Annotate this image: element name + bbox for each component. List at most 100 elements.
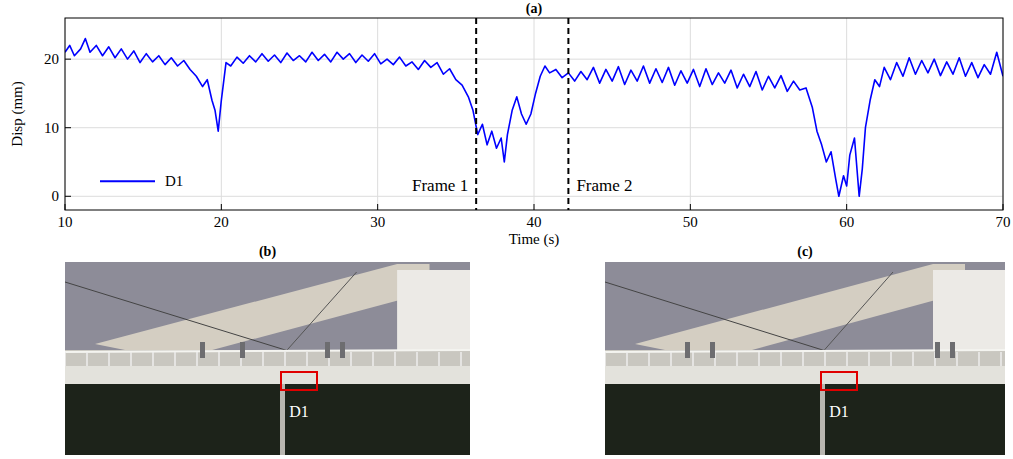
- railing-post: [86, 352, 88, 368]
- deck: [605, 366, 1005, 384]
- tick-label: 20: [214, 214, 229, 230]
- railing-post: [394, 352, 396, 368]
- railing-post: [802, 352, 804, 368]
- person: [950, 342, 955, 358]
- tick: [534, 204, 535, 210]
- frame: [65, 18, 1003, 210]
- roof: [635, 264, 965, 360]
- railing: [605, 350, 1005, 352]
- railing-post: [218, 352, 220, 368]
- railing-band: [65, 350, 470, 368]
- railing-post: [372, 352, 374, 368]
- frame-line: [567, 18, 569, 210]
- railing-band: [605, 350, 1005, 368]
- tick-label: 0: [52, 188, 60, 204]
- title: (a): [526, 1, 543, 17]
- railing-post: [438, 352, 440, 368]
- railing-post: [912, 352, 914, 368]
- roof: [95, 264, 430, 360]
- tick-label: 70: [996, 214, 1011, 230]
- railing-post: [736, 352, 738, 368]
- annotation: Frame 1: [412, 176, 468, 195]
- person: [200, 342, 205, 358]
- tick: [65, 196, 71, 197]
- vegetation: [605, 384, 1005, 455]
- vegetation: [65, 384, 470, 455]
- person: [710, 342, 715, 358]
- railing-post: [108, 352, 110, 368]
- lamp-post: [820, 384, 825, 455]
- grid-line: [65, 196, 1003, 197]
- x-axis-title: Time (s): [509, 231, 560, 248]
- target-box: [281, 372, 317, 390]
- series-group: [65, 39, 1003, 197]
- sky: [605, 262, 1005, 455]
- person: [340, 342, 345, 358]
- data-line: [65, 39, 1003, 197]
- railing-post: [196, 352, 198, 368]
- railing-post: [626, 352, 628, 368]
- railing-post: [262, 352, 264, 368]
- tick: [221, 204, 222, 210]
- person: [685, 342, 690, 358]
- railing-post: [648, 352, 650, 368]
- y-axis-title: Disp (mm): [9, 81, 26, 146]
- cable: [605, 282, 845, 357]
- railing-post: [890, 352, 892, 368]
- plot-bg: [65, 18, 1003, 210]
- tick-label: 50: [683, 214, 698, 230]
- grid-line: [221, 18, 222, 210]
- photo: D1: [65, 262, 470, 455]
- railing-post: [130, 352, 132, 368]
- tick-label: 20: [44, 51, 59, 67]
- tick: [690, 204, 691, 210]
- railing-post: [174, 352, 176, 368]
- deck: [65, 366, 470, 384]
- railing-post: [416, 352, 418, 368]
- railing-post: [1000, 352, 1002, 368]
- railing-post: [152, 352, 154, 368]
- railing-post: [824, 352, 826, 368]
- grid-line: [65, 127, 1003, 128]
- sky: [65, 262, 470, 455]
- panel-label: (c): [797, 244, 813, 260]
- photo: D1: [605, 262, 1005, 455]
- railing-post: [605, 352, 606, 368]
- tick: [377, 204, 378, 210]
- railing-post: [758, 352, 760, 368]
- railing-post: [780, 352, 782, 368]
- legend-line: [100, 180, 155, 182]
- railing-post: [65, 352, 66, 368]
- target-label: D1: [829, 403, 849, 420]
- railing-post: [956, 352, 958, 368]
- grid-line: [690, 18, 691, 210]
- person: [935, 342, 940, 358]
- railing-post: [350, 352, 352, 368]
- railing-post: [284, 352, 286, 368]
- grid-line: [377, 18, 378, 210]
- railing-post: [306, 352, 308, 368]
- railing: [65, 350, 470, 352]
- target-box: [821, 372, 857, 390]
- tick: [846, 204, 847, 210]
- railing-post: [670, 352, 672, 368]
- railing-post: [846, 352, 848, 368]
- legend-label: D1: [165, 173, 183, 189]
- railing-post: [868, 352, 870, 368]
- cable: [65, 282, 308, 357]
- target-label: D1: [289, 403, 309, 420]
- person: [325, 342, 330, 358]
- railing-post: [460, 352, 462, 368]
- tick-label: 40: [527, 214, 542, 230]
- tick-label: 10: [44, 120, 59, 136]
- panel-label: (b): [259, 244, 276, 260]
- frame-line: [475, 18, 477, 210]
- tick-label: 30: [370, 214, 385, 230]
- tick-label: 60: [839, 214, 854, 230]
- lamp-post: [280, 384, 285, 455]
- grid-line: [65, 59, 1003, 60]
- grid-line: [534, 18, 535, 210]
- person: [240, 342, 245, 358]
- tick-label: 10: [58, 214, 73, 230]
- annotation: Frame 2: [576, 176, 632, 195]
